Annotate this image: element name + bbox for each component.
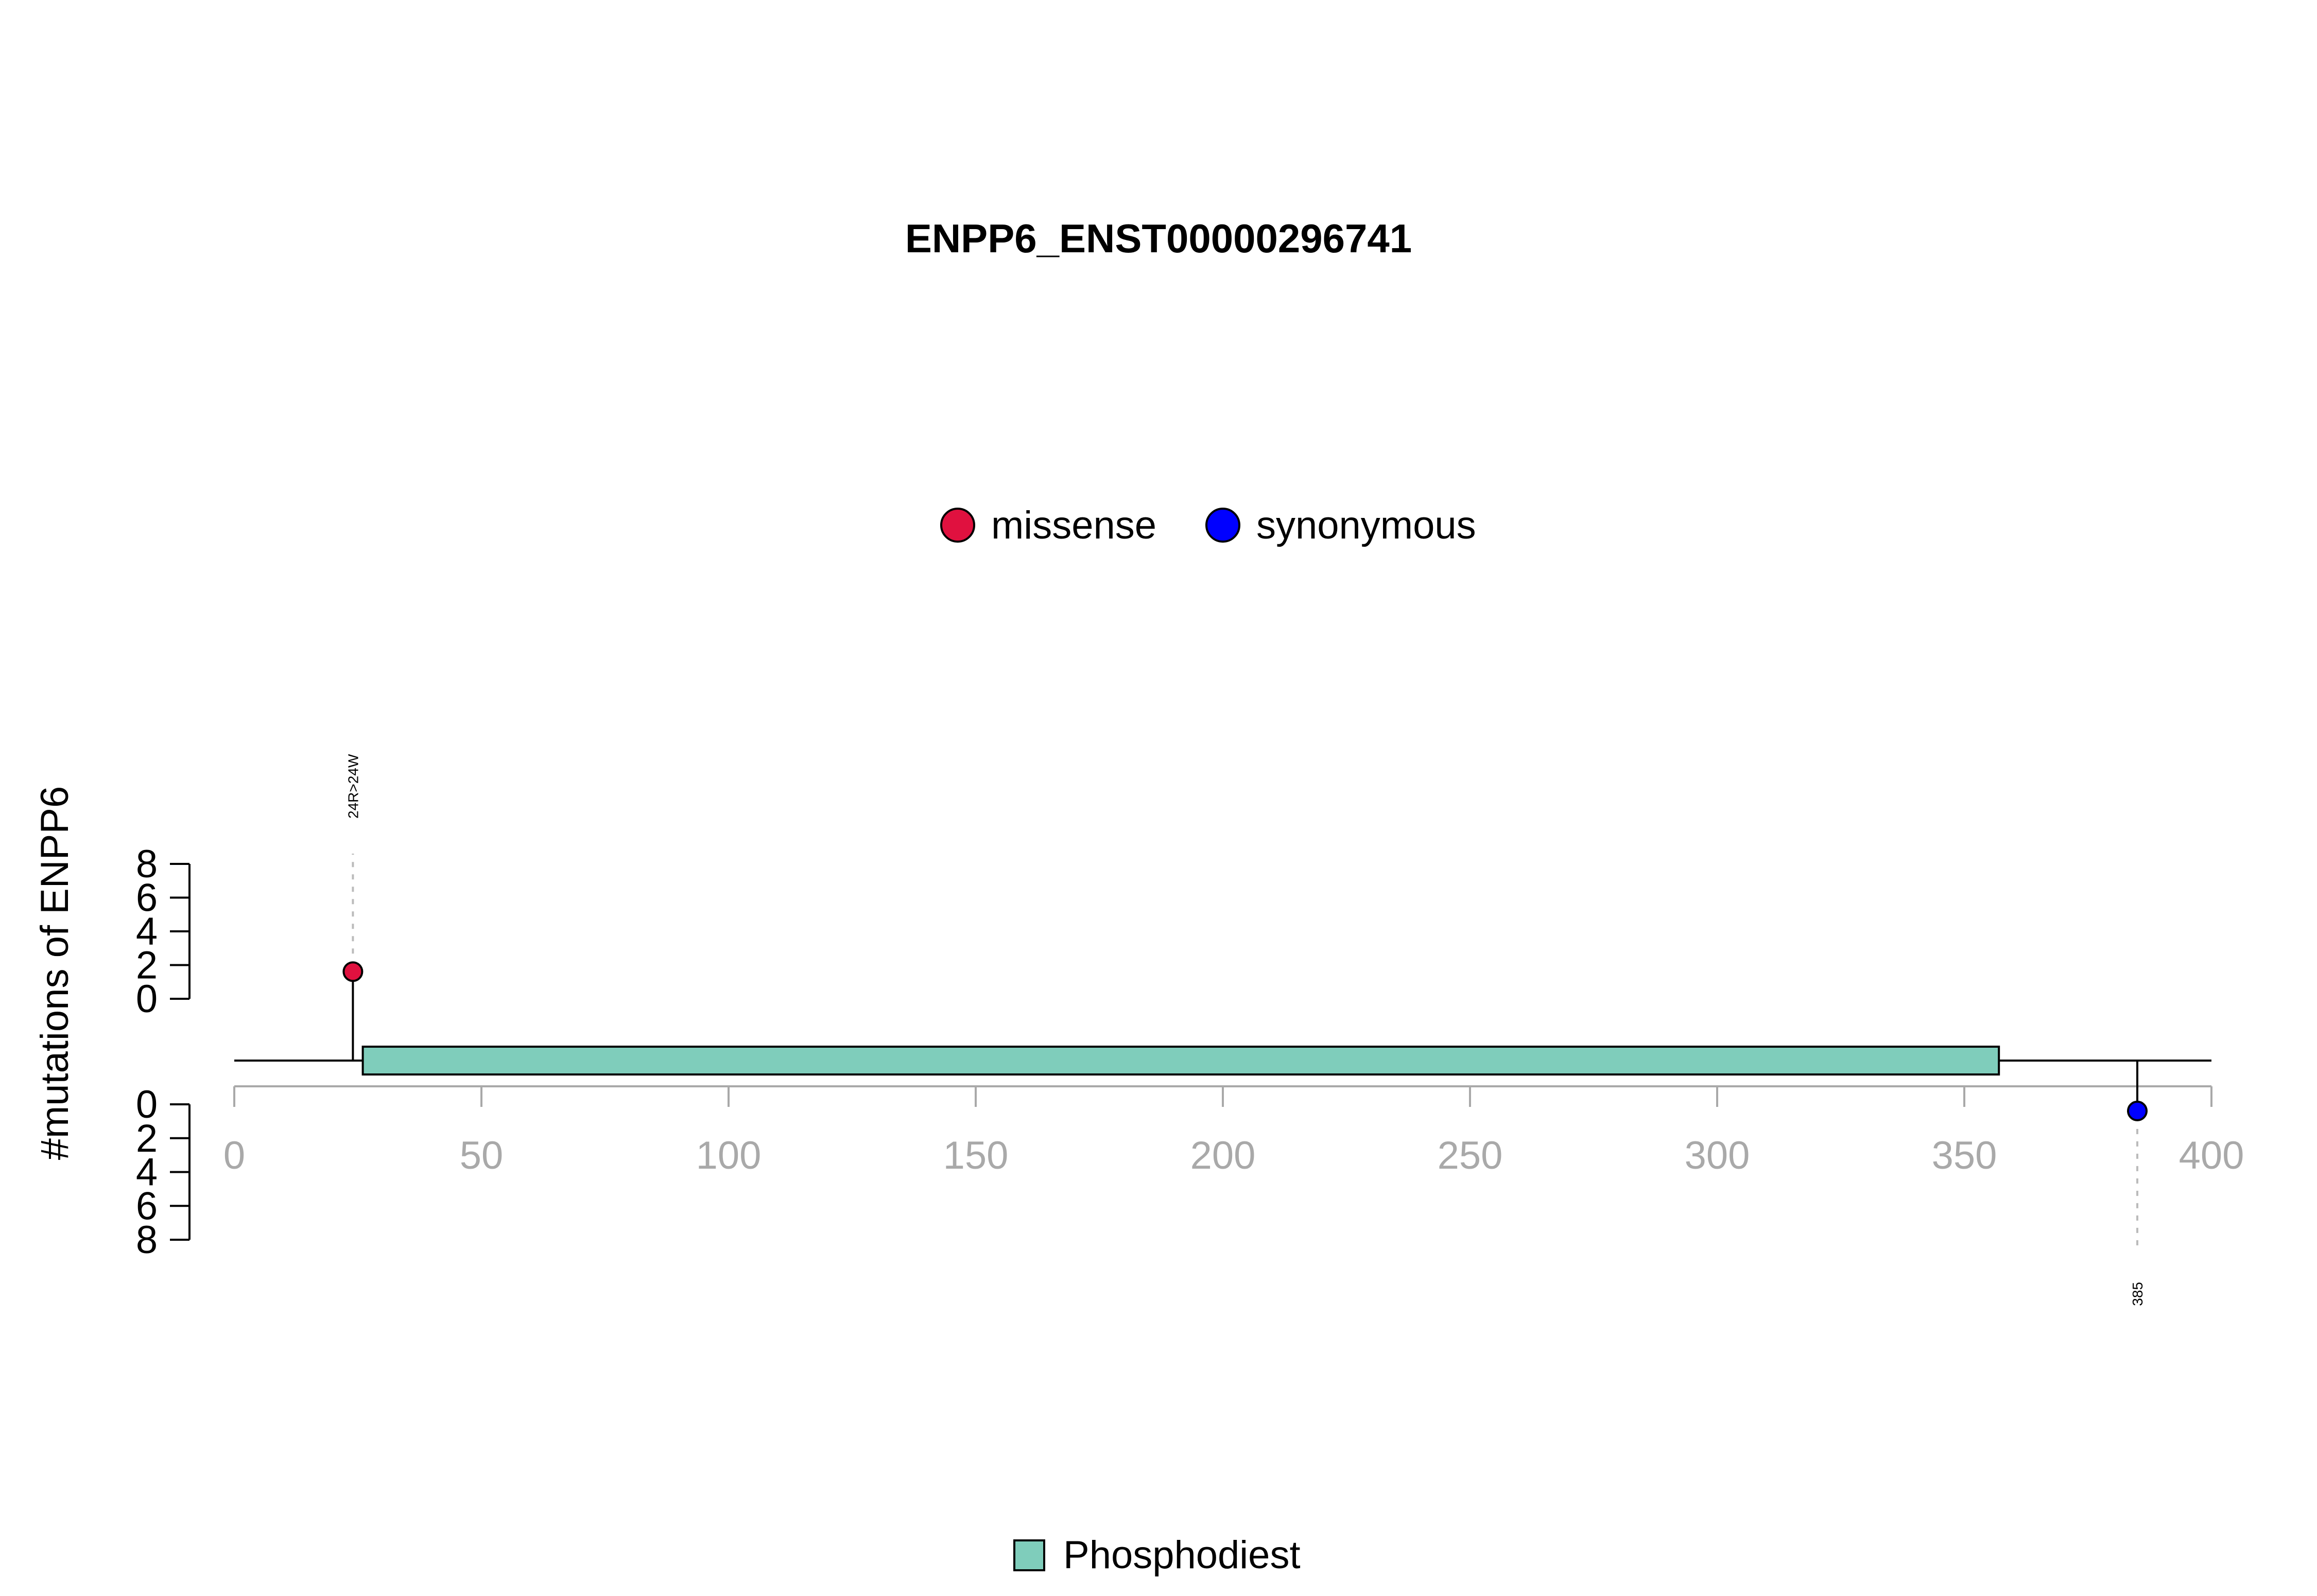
legend-item-synonymous: synonymous <box>1205 504 1476 547</box>
x-axis-tick-label: 200 <box>1190 1134 1256 1177</box>
x-axis-tick-label: 300 <box>1685 1134 1750 1177</box>
y-axis-bottom-tick-label: 4 <box>136 1151 158 1194</box>
x-axis-tick-label: 100 <box>696 1134 762 1177</box>
y-axis-bottom-tick-label: 0 <box>136 1083 158 1126</box>
domain-legend-label: Phosphodiest <box>1063 1533 1301 1577</box>
y-axis-top-tick-label: 2 <box>136 944 158 987</box>
y-axis-top-tick-label: 6 <box>136 876 158 920</box>
domain-legend-swatch <box>1013 1539 1045 1571</box>
y-axis-bottom-tick-label: 6 <box>136 1184 158 1228</box>
mutation-point <box>2127 1100 2148 1121</box>
x-axis-tick-label: 400 <box>2179 1134 2244 1177</box>
x-axis-tick-label: 150 <box>943 1134 1009 1177</box>
mutation-synonymous: 385 <box>2127 1061 2148 1306</box>
x-axis-tick-label: 50 <box>460 1134 504 1177</box>
x-axis: 0 50 100 150 200 250 300 350 400 <box>223 1085 2244 1177</box>
legend-item-missense: missense <box>940 504 1156 547</box>
domains <box>361 1046 2000 1075</box>
y-axis-top-tick-label: 8 <box>136 842 158 886</box>
mutation-type-legend: missense synonymous <box>940 504 1476 547</box>
missense-legend-dot <box>940 508 975 543</box>
legend-label-missense: missense <box>991 504 1156 547</box>
y-axis-label: #mutations of ENPP6 <box>33 786 77 1160</box>
domain-legend: Phosphodiest <box>1013 1533 1301 1577</box>
x-axis-tick-label: 0 <box>223 1134 245 1177</box>
domain-phosphodiest <box>361 1046 2000 1075</box>
y-axis-top-tick-label: 4 <box>136 910 158 953</box>
x-axis-tick-label: 250 <box>1438 1134 1503 1177</box>
mutation-label: 385 <box>2130 1282 2146 1306</box>
mutation-point <box>342 961 364 982</box>
synonymous-legend-dot <box>1205 508 1240 543</box>
mutation-label: 24R>24W <box>345 754 361 819</box>
y-axis-bottom-tick-label: 2 <box>136 1117 158 1160</box>
chart-title: ENPP6_ENST00000296741 <box>905 216 1412 261</box>
y-axis-top-tick-label: 0 <box>136 977 158 1021</box>
legend-label-synonymous: synonymous <box>1256 504 1476 547</box>
y-axis-bottom-tick-label: 8 <box>136 1218 158 1262</box>
mutations: 24R>24W 385 <box>342 754 2148 1306</box>
mutation-missense: 24R>24W <box>342 754 364 1061</box>
x-axis-tick-label: 350 <box>1932 1134 1997 1177</box>
